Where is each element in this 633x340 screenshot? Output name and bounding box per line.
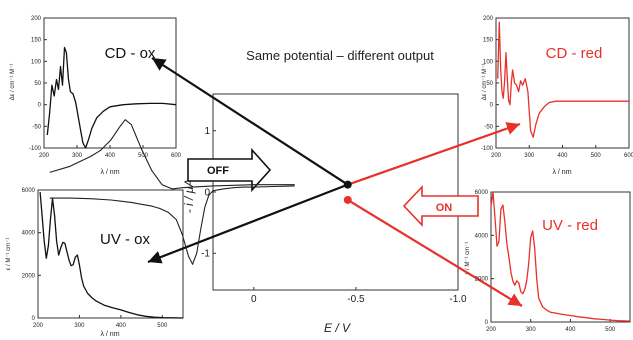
off-point	[343, 180, 352, 189]
uv-red-frame	[490, 191, 631, 323]
y-tick-label: 100	[483, 59, 494, 65]
cd-red-ylabel: Δε / cm⁻¹ M⁻¹	[482, 64, 488, 101]
uv-red-label: UV - red	[542, 217, 598, 234]
x-tick-label: 600	[624, 153, 633, 159]
uv-ox-ylabel: ε / M⁻¹ cm⁻¹	[6, 238, 12, 271]
y-tick-label: 50	[486, 81, 493, 87]
cd-ox-panel: CD - ox Δε / cm⁻¹ M⁻¹ λ / nm	[10, 17, 177, 176]
uv-ox-label: UV - ox	[100, 231, 151, 248]
y-tick-label: 4000	[22, 231, 36, 237]
off-arrow: OFF	[187, 147, 272, 193]
x-tick-label: -0.5	[347, 294, 365, 305]
y-tick-label: 200	[483, 16, 494, 22]
cd-red-panel: CD - red Δε / cm⁻¹ M⁻¹ λ / nm	[482, 17, 630, 176]
cv-series-line	[49, 185, 295, 265]
on-arrow-shape	[402, 184, 479, 228]
y-tick-label: 4000	[475, 233, 489, 239]
x-tick-label: 200	[39, 153, 50, 159]
on-arrow: ON	[402, 184, 479, 228]
arrow-to-uv-red	[347, 199, 523, 307]
cd-ox-xlabel: λ / nm	[100, 169, 119, 176]
y-tick-label: 100	[31, 59, 42, 65]
uv-red-plot: 200 300 400 500 0 2000 4000 6000	[475, 190, 631, 333]
on-label: ON	[436, 202, 453, 214]
uv-red-ylabel: ε / M⁻¹ cm⁻¹	[465, 242, 471, 275]
x-tick-label: 400	[557, 153, 568, 159]
cd-ox-ylabel: Δε / cm⁻¹ M⁻¹	[10, 64, 16, 101]
x-tick-label: 300	[72, 153, 83, 159]
cd-ox-series-line	[46, 46, 177, 149]
cd-red-frame	[495, 17, 630, 149]
cd-red-xlabel: λ / nm	[552, 169, 571, 176]
x-tick-label: 0	[251, 294, 257, 305]
y-tick-label: 150	[483, 38, 494, 44]
connector-arrows	[147, 57, 523, 307]
on-point	[343, 195, 352, 204]
y-tick-label: 6000	[22, 188, 36, 194]
headline: Same potential – different output	[246, 48, 434, 63]
cv-ylabel: - i / μA	[182, 179, 196, 214]
x-tick-label: 200	[486, 327, 497, 333]
x-tick-label: 500	[138, 153, 149, 159]
x-tick-label: 400	[565, 327, 576, 333]
cd-red-label: CD - red	[546, 45, 603, 62]
y-tick-label: 50	[34, 81, 41, 87]
y-tick-label: 6000	[475, 190, 489, 196]
x-tick-label: 500	[157, 323, 168, 329]
uv-ox-plot: 200 300 400 500 0 2000 4000 6000	[22, 188, 184, 329]
y-tick-label: 0	[485, 320, 489, 326]
y-tick-label: 200	[31, 16, 42, 22]
y-tick-label: -100	[481, 146, 494, 152]
x-tick-label: 500	[605, 327, 616, 333]
cv-xlabel: E / V	[324, 321, 351, 335]
x-tick-label: 400	[116, 323, 127, 329]
off-arrow-shape	[187, 147, 272, 193]
y-tick-label: 0	[204, 187, 210, 198]
cv-series-line	[49, 119, 295, 190]
x-tick-label: 600	[171, 153, 182, 159]
arrow-to-cd-ox	[151, 57, 349, 186]
y-tick-label: 0	[32, 316, 36, 322]
x-tick-label: 300	[524, 153, 535, 159]
y-tick-label: 0	[38, 103, 42, 109]
y-tick-label: -50	[32, 124, 41, 130]
y-tick-label: 150	[31, 38, 42, 44]
cd-red-plot: 200 300 400 500 600 -100 -50 0 50 100 150 200	[481, 16, 633, 159]
uv-ox-series-line	[39, 192, 184, 319]
y-tick-label: 2000	[22, 273, 36, 279]
x-tick-label: -1.0	[449, 294, 467, 305]
y-tick-label: 1	[204, 126, 210, 137]
cd-ox-plot: 200 300 400 500 600 -100 -50 0 50 100 150 200	[29, 16, 182, 159]
cd-ox-frame	[43, 17, 177, 149]
x-tick-label: 500	[591, 153, 602, 159]
y-tick-label: -1	[201, 249, 210, 260]
uv-red-series-line	[490, 191, 631, 322]
x-tick-label: 400	[105, 153, 116, 159]
uv-red-panel: UV - red ε / M⁻¹ cm⁻¹	[465, 191, 631, 323]
arrow-to-cd-red	[347, 122, 521, 186]
cd-ox-label: CD - ox	[105, 45, 156, 62]
cd-red-series-line	[497, 21, 629, 138]
y-tick-label: 0	[490, 103, 494, 109]
arrow-to-uv-ox	[147, 183, 349, 264]
y-tick-label: 2000	[475, 277, 489, 283]
cv-plot: 0 -0.5 -1.0 -1 0 1	[49, 119, 467, 305]
off-label: OFF	[207, 165, 229, 177]
x-tick-label: 200	[33, 323, 44, 329]
y-tick-label: -50	[484, 124, 493, 130]
uv-ox-xlabel: λ / nm	[100, 331, 119, 338]
y-tick-label: -100	[29, 146, 42, 152]
x-tick-label: 200	[491, 153, 502, 159]
x-tick-label: 300	[74, 323, 85, 329]
x-tick-label: 300	[526, 327, 537, 333]
